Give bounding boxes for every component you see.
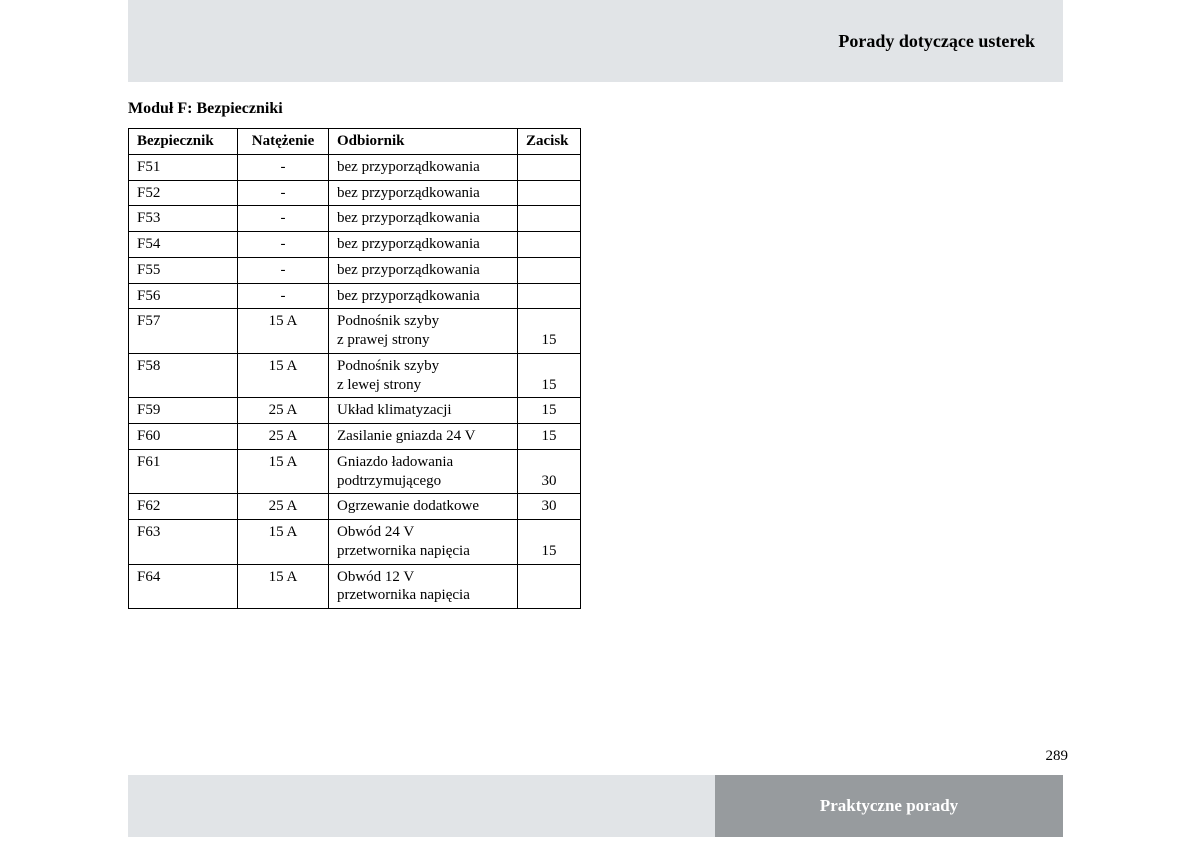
cell-fuse: F53: [129, 206, 238, 232]
cell-terminal: [518, 154, 581, 180]
table-row: F6225 AOgrzewanie dodatkowe30: [129, 494, 581, 520]
cell-fuse: F58: [129, 353, 238, 398]
footer-label: Praktyczne porady: [820, 796, 958, 816]
cell-fuse: F52: [129, 180, 238, 206]
cell-receiver: Podnośnik szybyz lewej strony: [329, 353, 518, 398]
cell-terminal: 15: [518, 309, 581, 354]
cell-receiver: bez przyporządkowania: [329, 206, 518, 232]
table-row: F5715 APodnośnik szybyz prawej strony15: [129, 309, 581, 354]
cell-receiver: Podnośnik szybyz prawej strony: [329, 309, 518, 354]
table-row: F5815 APodnośnik szybyz lewej strony15: [129, 353, 581, 398]
cell-terminal: [518, 180, 581, 206]
cell-terminal: [518, 257, 581, 283]
header-bar: Porady dotyczące usterek: [128, 0, 1063, 82]
cell-amperage: -: [238, 206, 329, 232]
footer-bar: Praktyczne porady: [128, 775, 1063, 837]
table-row: F6115 AGniazdo ładowaniapodtrzymującego3…: [129, 449, 581, 494]
cell-receiver: bez przyporządkowania: [329, 257, 518, 283]
cell-fuse: F62: [129, 494, 238, 520]
col-header-receiver: Odbiornik: [329, 129, 518, 155]
cell-amperage: -: [238, 232, 329, 258]
table-row: F55-bez przyporządkowania: [129, 257, 581, 283]
cell-fuse: F60: [129, 424, 238, 450]
cell-terminal: 15: [518, 424, 581, 450]
cell-fuse: F51: [129, 154, 238, 180]
cell-amperage: -: [238, 154, 329, 180]
cell-fuse: F63: [129, 520, 238, 565]
cell-fuse: F56: [129, 283, 238, 309]
cell-receiver: bez przyporządkowania: [329, 154, 518, 180]
header-title: Porady dotyczące usterek: [838, 31, 1035, 52]
cell-terminal: [518, 564, 581, 609]
cell-amperage: 25 A: [238, 424, 329, 450]
cell-fuse: F59: [129, 398, 238, 424]
cell-receiver: bez przyporządkowania: [329, 180, 518, 206]
cell-fuse: F64: [129, 564, 238, 609]
table-row: F52-bez przyporządkowania: [129, 180, 581, 206]
cell-receiver: Obwód 12 Vprzetwornika napięcia: [329, 564, 518, 609]
col-header-amperage: Natężenie: [238, 129, 329, 155]
table-row: F53-bez przyporządkowania: [129, 206, 581, 232]
cell-fuse: F61: [129, 449, 238, 494]
cell-receiver: bez przyporządkowania: [329, 283, 518, 309]
cell-amperage: 15 A: [238, 520, 329, 565]
cell-receiver: Ogrzewanie dodatkowe: [329, 494, 518, 520]
cell-terminal: 15: [518, 520, 581, 565]
cell-amperage: -: [238, 257, 329, 283]
footer-left: [128, 775, 715, 837]
cell-receiver: Zasilanie gniazda 24 V: [329, 424, 518, 450]
table-row: F56-bez przyporządkowania: [129, 283, 581, 309]
table-body: F51-bez przyporządkowaniaF52-bez przypor…: [129, 154, 581, 608]
cell-terminal: 15: [518, 398, 581, 424]
cell-terminal: [518, 206, 581, 232]
footer-right: Praktyczne porady: [715, 775, 1063, 837]
cell-amperage: 15 A: [238, 309, 329, 354]
col-header-fuse: Bezpiecznik: [129, 129, 238, 155]
cell-terminal: [518, 283, 581, 309]
table-header-row: Bezpiecznik Natężenie Odbiornik Zacisk: [129, 129, 581, 155]
cell-amperage: 25 A: [238, 398, 329, 424]
cell-amperage: 15 A: [238, 449, 329, 494]
table-row: F6415 AObwód 12 Vprzetwornika napięcia: [129, 564, 581, 609]
cell-amperage: -: [238, 283, 329, 309]
cell-terminal: 30: [518, 494, 581, 520]
col-header-terminal: Zacisk: [518, 129, 581, 155]
table-row: F51-bez przyporządkowania: [129, 154, 581, 180]
cell-terminal: [518, 232, 581, 258]
cell-fuse: F55: [129, 257, 238, 283]
cell-amperage: 15 A: [238, 353, 329, 398]
cell-amperage: -: [238, 180, 329, 206]
table-row: F6315 AObwód 24 Vprzetwornika napięcia15: [129, 520, 581, 565]
table-row: F5925 AUkład klimatyzacji15: [129, 398, 581, 424]
cell-terminal: 30: [518, 449, 581, 494]
page: Porady dotyczące usterek Moduł F: Bezpie…: [0, 0, 1200, 858]
table-row: F6025 AZasilanie gniazda 24 V15: [129, 424, 581, 450]
cell-receiver: Układ klimatyzacji: [329, 398, 518, 424]
fuse-table: Bezpiecznik Natężenie Odbiornik Zacisk F…: [128, 128, 581, 609]
cell-receiver: bez przyporządkowania: [329, 232, 518, 258]
cell-terminal: 15: [518, 353, 581, 398]
page-number: 289: [1046, 748, 1069, 765]
table-row: F54-bez przyporządkowania: [129, 232, 581, 258]
cell-fuse: F57: [129, 309, 238, 354]
cell-amperage: 25 A: [238, 494, 329, 520]
cell-receiver: Obwód 24 Vprzetwornika napięcia: [329, 520, 518, 565]
section-title: Moduł F: Bezpieczniki: [128, 100, 283, 118]
cell-amperage: 15 A: [238, 564, 329, 609]
cell-receiver: Gniazdo ładowaniapodtrzymującego: [329, 449, 518, 494]
cell-fuse: F54: [129, 232, 238, 258]
